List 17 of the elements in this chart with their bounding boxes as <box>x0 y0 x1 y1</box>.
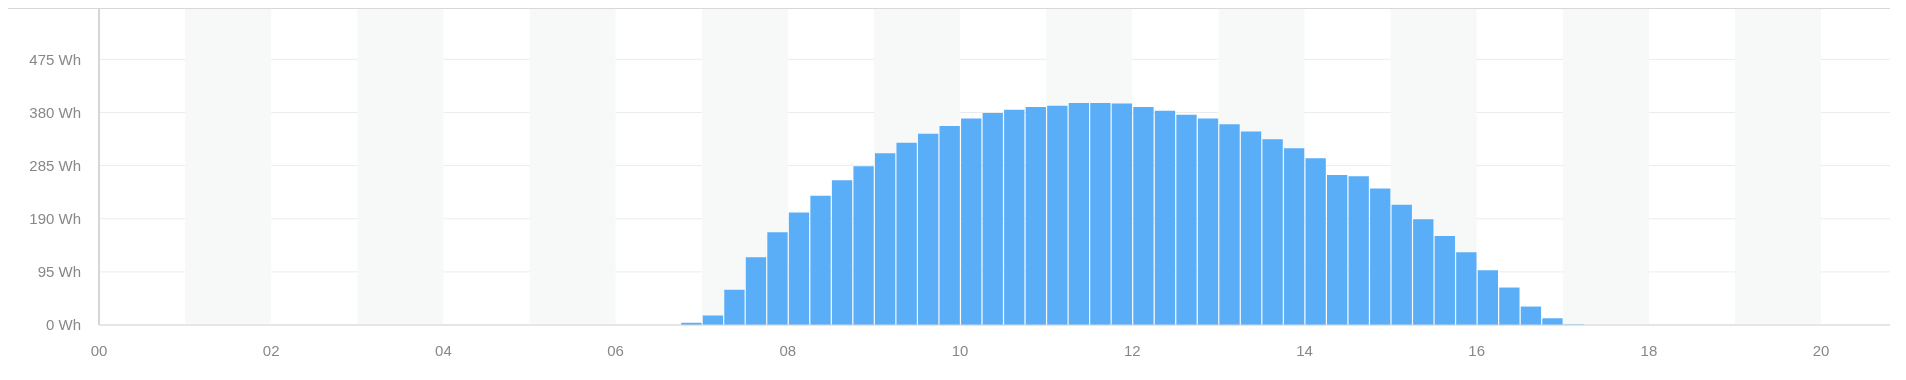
y-tick-label: 475 Wh <box>29 50 81 68</box>
y-tick-label: 190 Wh <box>29 210 81 228</box>
x-tick-label: 12 <box>1123 341 1141 359</box>
x-tick-label: 14 <box>1296 341 1313 359</box>
x-tick-label: 02 <box>262 341 280 359</box>
y-tick-label: 0 Wh <box>45 316 81 334</box>
x-tick-label: 18 <box>1640 341 1658 359</box>
x-tick-label: 06 <box>607 341 624 359</box>
x-tick-label: 10 <box>951 341 969 359</box>
x-tick-label: 00 <box>90 341 108 359</box>
x-tick-label: 04 <box>435 341 452 359</box>
y-tick-label: 380 Wh <box>29 103 81 121</box>
x-tick-label: 20 <box>1812 341 1830 359</box>
y-tick-label: 285 Wh <box>29 156 81 174</box>
y-tick-label: 95 Wh <box>37 263 81 281</box>
x-tick-label: 08 <box>779 341 797 359</box>
x-tick-label: 16 <box>1468 341 1486 359</box>
